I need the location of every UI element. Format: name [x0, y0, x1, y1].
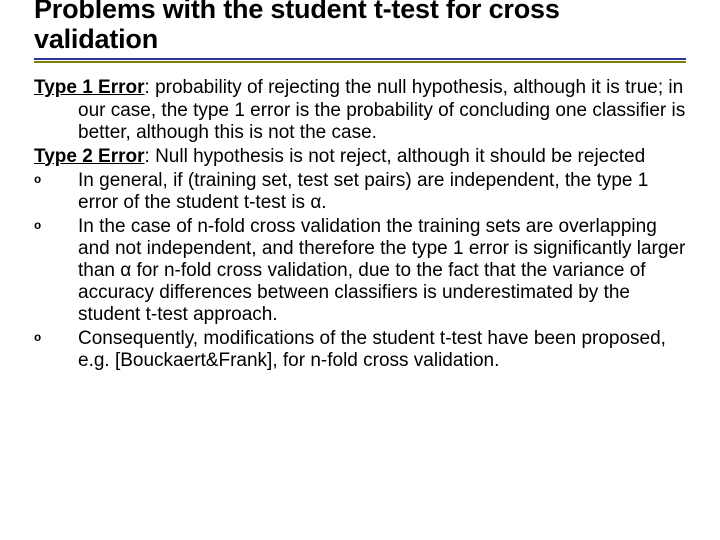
bullet-item: o Consequently, modifications of the stu… — [34, 328, 686, 372]
text-type2: : Null hypothesis is not reject, althoug… — [145, 146, 646, 167]
bullet-marker-icon: o — [34, 216, 78, 326]
term-type1: Type 1 Error — [34, 77, 145, 98]
bullet-marker-icon: o — [34, 328, 78, 372]
slide-title: Problems with the student t-test for cro… — [34, 0, 686, 54]
text-type1: : probability of rejecting the null hypo… — [78, 77, 685, 142]
bullet-text: In the case of n-fold cross validation t… — [78, 216, 686, 326]
bullet-item: o In general, if (training set, test set… — [34, 170, 686, 214]
bullet-marker-icon: o — [34, 170, 78, 214]
bullet-item: o In the case of n-fold cross validation… — [34, 216, 686, 326]
title-underline — [34, 58, 686, 63]
definition-type2: Type 2 Error: Null hypothesis is not rej… — [34, 146, 686, 168]
slide-body: Type 1 Error: probability of rejecting t… — [34, 77, 686, 371]
slide: Problems with the student t-test for cro… — [0, 0, 720, 386]
bullet-text: In general, if (training set, test set p… — [78, 170, 686, 214]
rule-bottom — [34, 61, 686, 63]
term-type2: Type 2 Error — [34, 146, 145, 167]
definition-type1: Type 1 Error: probability of rejecting t… — [34, 77, 686, 143]
bullet-text: Consequently, modifications of the stude… — [78, 328, 686, 372]
